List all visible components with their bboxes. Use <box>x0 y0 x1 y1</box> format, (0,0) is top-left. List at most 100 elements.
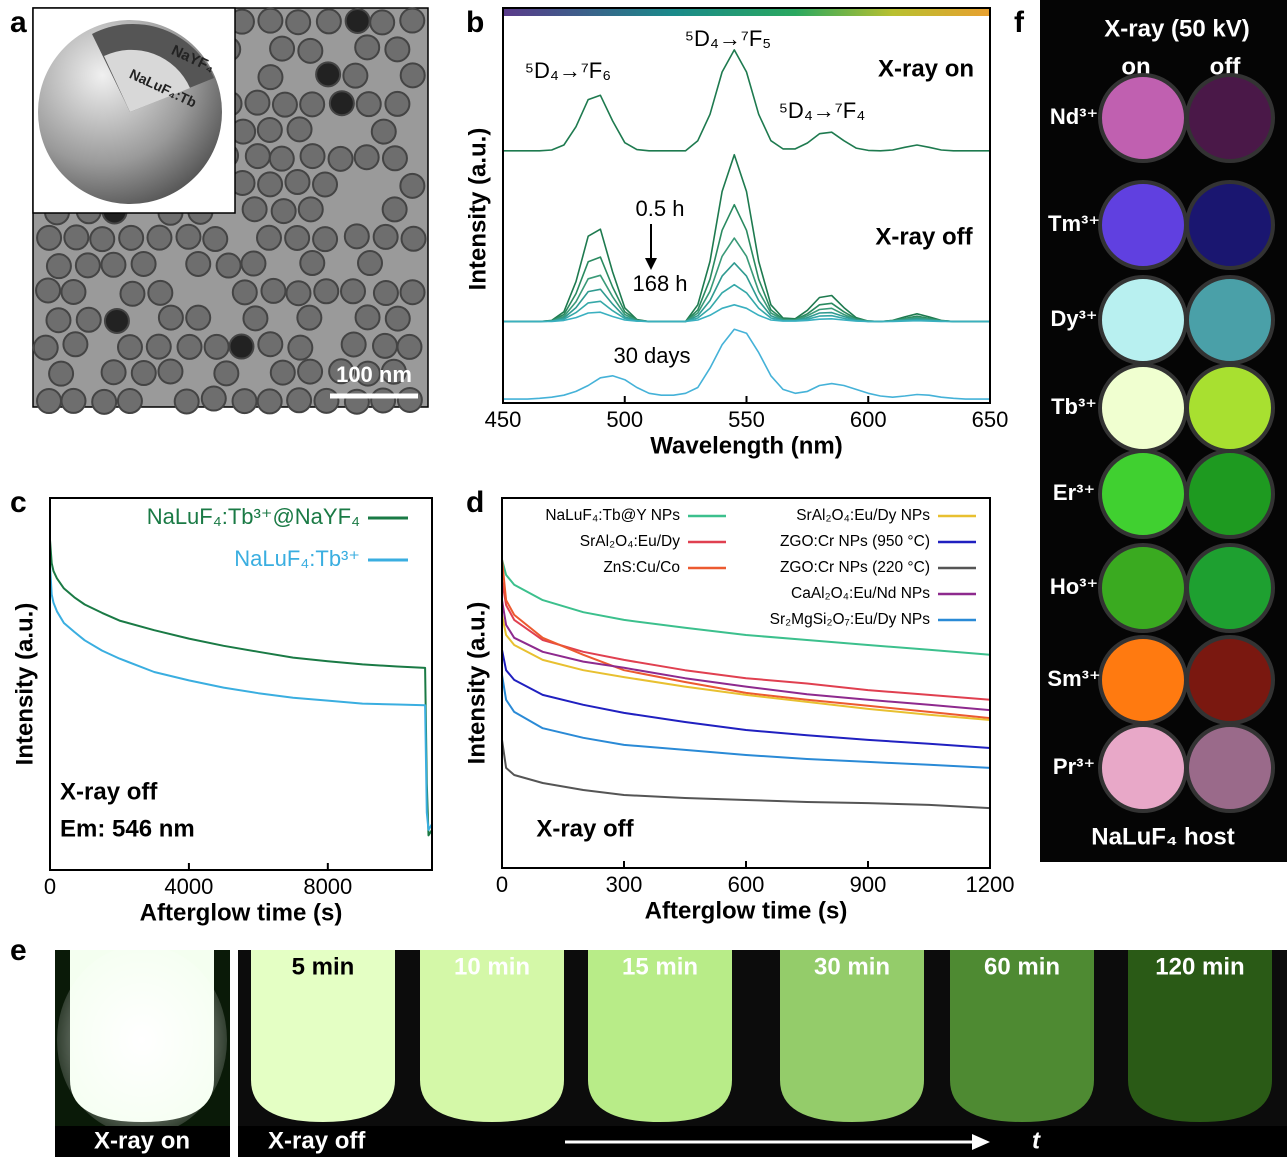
particle <box>314 389 338 413</box>
panel-label: a <box>10 6 27 39</box>
particle <box>119 226 143 250</box>
particle <box>158 359 182 383</box>
particle <box>49 362 73 386</box>
particle <box>258 389 282 413</box>
particle <box>285 226 309 250</box>
data-line <box>502 675 990 768</box>
y-axis-label: Intensity (a.u.) <box>464 128 491 291</box>
sample-off <box>1187 277 1273 363</box>
particle <box>61 389 85 413</box>
particle <box>329 147 353 171</box>
x-tick-label: 0 <box>496 872 508 897</box>
particle <box>383 197 407 221</box>
particle <box>383 146 407 170</box>
particle <box>203 227 227 251</box>
legend-label: ZGO:Cr NPs (220 °C) <box>780 559 930 576</box>
particle <box>90 227 114 251</box>
particle <box>270 37 294 61</box>
particle <box>63 332 87 356</box>
particle <box>272 199 296 223</box>
annotation: ⁵D₄→⁷F₅ <box>685 26 771 51</box>
legend-label: NaLuF₄:Tb³⁺@NaYF₄ <box>147 504 360 529</box>
particle <box>271 361 295 385</box>
legend-label: ZGO:Cr NPs (950 °C) <box>780 533 930 550</box>
particle <box>34 336 58 360</box>
x-tick-label: 0 <box>44 874 56 899</box>
particle <box>132 252 156 276</box>
particle <box>243 306 267 330</box>
sample-on <box>1100 725 1186 811</box>
annotation: 168 h <box>632 271 687 296</box>
particle <box>298 39 322 63</box>
particle <box>385 92 409 116</box>
particle <box>300 92 324 116</box>
particle <box>147 226 171 250</box>
particle <box>105 309 129 333</box>
particle <box>36 278 60 302</box>
particle <box>313 172 337 196</box>
x-tick-label: 900 <box>850 872 887 897</box>
particle <box>400 174 424 198</box>
page: abcdefNaYF₄NaLuF₄:Tb100 nm45050055060065… <box>0 0 1287 1157</box>
particle <box>233 280 257 304</box>
annotation: Em: 546 nm <box>60 815 195 842</box>
sample-off <box>1187 75 1273 161</box>
particle <box>286 281 310 305</box>
ion-label: Tm³⁺ <box>1048 211 1100 236</box>
particle <box>300 251 324 275</box>
particle <box>316 62 340 86</box>
particle <box>356 305 380 329</box>
x-tick-label: 300 <box>606 872 643 897</box>
x-tick-label: 500 <box>606 407 643 432</box>
legend-label: SrAl₂O₄:Eu/Dy NPs <box>796 507 930 524</box>
y-axis-label: Intensity (a.u.) <box>11 603 38 766</box>
time-label: 60 min <box>984 953 1060 980</box>
ion-label: Sm³⁺ <box>1047 666 1100 691</box>
ion-label: Ho³⁺ <box>1050 574 1098 599</box>
particle <box>37 389 61 413</box>
x-tick-label: 650 <box>972 407 1009 432</box>
particle <box>243 197 267 221</box>
legend-label: Sr₂MgSi₂O₇:Eu/Dy NPs <box>770 611 931 628</box>
particle <box>118 389 142 413</box>
off-label: X-ray off <box>268 1127 366 1154</box>
sample-off <box>1187 182 1273 268</box>
particle <box>355 145 379 169</box>
particle <box>343 64 367 88</box>
particle <box>370 10 394 34</box>
plot-frame <box>502 498 990 868</box>
f-title: X-ray (50 kV) <box>1104 15 1249 42</box>
particle <box>317 9 341 33</box>
particle <box>159 306 183 330</box>
particle <box>386 307 410 331</box>
particle <box>246 144 270 168</box>
particle <box>101 253 125 277</box>
particle <box>148 281 172 305</box>
particle <box>288 336 312 360</box>
annotation: ⁵D₄→⁷F₄ <box>779 98 865 123</box>
x-tick-label: 550 <box>728 407 765 432</box>
particle <box>258 9 282 33</box>
time-label: 5 min <box>292 953 355 980</box>
sample-on <box>1100 75 1186 161</box>
x-tick-label: 600 <box>850 407 887 432</box>
particle <box>175 389 199 413</box>
particle <box>76 253 100 277</box>
scale-bar-label: 100 nm <box>336 362 412 387</box>
particle <box>285 170 309 194</box>
particle <box>358 251 382 275</box>
sample-off <box>1187 725 1273 811</box>
particle <box>132 361 156 385</box>
particle <box>258 332 282 356</box>
particle <box>357 92 381 116</box>
on-label: X-ray on <box>94 1127 190 1154</box>
figure: abcdefNaYF₄NaLuF₄:Tb100 nm45050055060065… <box>0 0 1287 1157</box>
legend-label: SrAl₂O₄:Eu/Dy <box>580 533 680 550</box>
particle <box>77 308 101 332</box>
particle <box>217 254 241 278</box>
particle <box>258 65 282 89</box>
annotation: X-ray on <box>878 55 974 82</box>
particle <box>92 390 116 414</box>
particle <box>147 335 171 359</box>
particle <box>400 9 424 33</box>
